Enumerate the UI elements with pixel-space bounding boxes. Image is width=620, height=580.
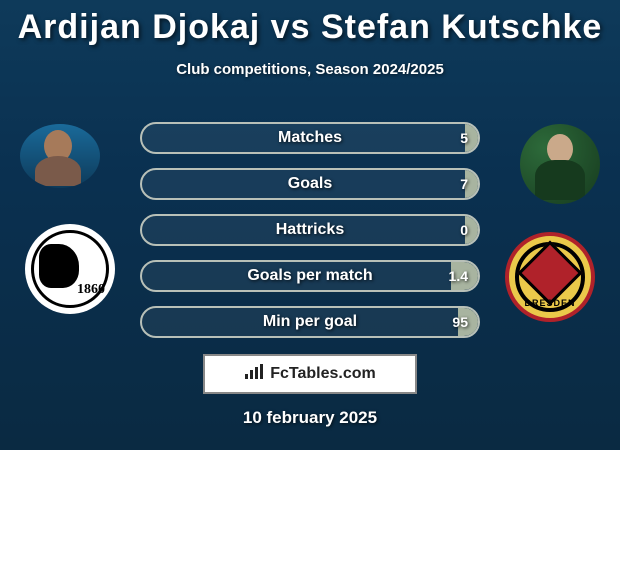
- stat-value-right: 7: [460, 170, 468, 198]
- footer-brand-text: FcTables.com: [270, 365, 376, 383]
- stat-label: Hattricks: [142, 216, 478, 244]
- club-left-year: 1860: [77, 282, 105, 298]
- player-right-avatar: [520, 124, 600, 204]
- page-title: Ardijan Djokaj vs Stefan Kutschke: [0, 0, 620, 47]
- stat-label: Goals: [142, 170, 478, 198]
- stat-value-right: 0: [460, 216, 468, 244]
- footer-brand-box: FcTables.com: [203, 354, 417, 394]
- avatar-body-icon: [35, 156, 81, 186]
- comparison-card: Ardijan Djokaj vs Stefan Kutschke Club c…: [0, 0, 620, 450]
- date-text: 10 february 2025: [0, 408, 620, 428]
- player-left-avatar: [20, 124, 100, 188]
- avatar-body-icon: [535, 160, 585, 200]
- stat-value-right: 95: [452, 308, 468, 336]
- stat-bar: Hattricks0: [140, 214, 480, 246]
- stat-bar: Min per goal95: [140, 306, 480, 338]
- stat-bar: Matches5: [140, 122, 480, 154]
- chart-icon: [244, 364, 264, 385]
- club-right-badge: DRESDEN: [505, 232, 595, 322]
- club-right-text: DRESDEN: [505, 298, 595, 308]
- stat-value-right: 1.4: [449, 262, 468, 290]
- stat-bar: Goals per match1.4: [140, 260, 480, 292]
- stat-label: Min per goal: [142, 308, 478, 336]
- club-left-badge: 1860: [25, 224, 115, 314]
- stat-label: Matches: [142, 124, 478, 152]
- bottom-whitespace: [0, 450, 620, 580]
- stat-value-right: 5: [460, 124, 468, 152]
- subtitle: Club competitions, Season 2024/2025: [0, 61, 620, 78]
- lion-icon: [39, 244, 79, 288]
- stat-label: Goals per match: [142, 262, 478, 290]
- stat-bar: Goals7: [140, 168, 480, 200]
- stats-bars: Matches5 Goals7 Hattricks0 Goals per match1…: [140, 122, 480, 352]
